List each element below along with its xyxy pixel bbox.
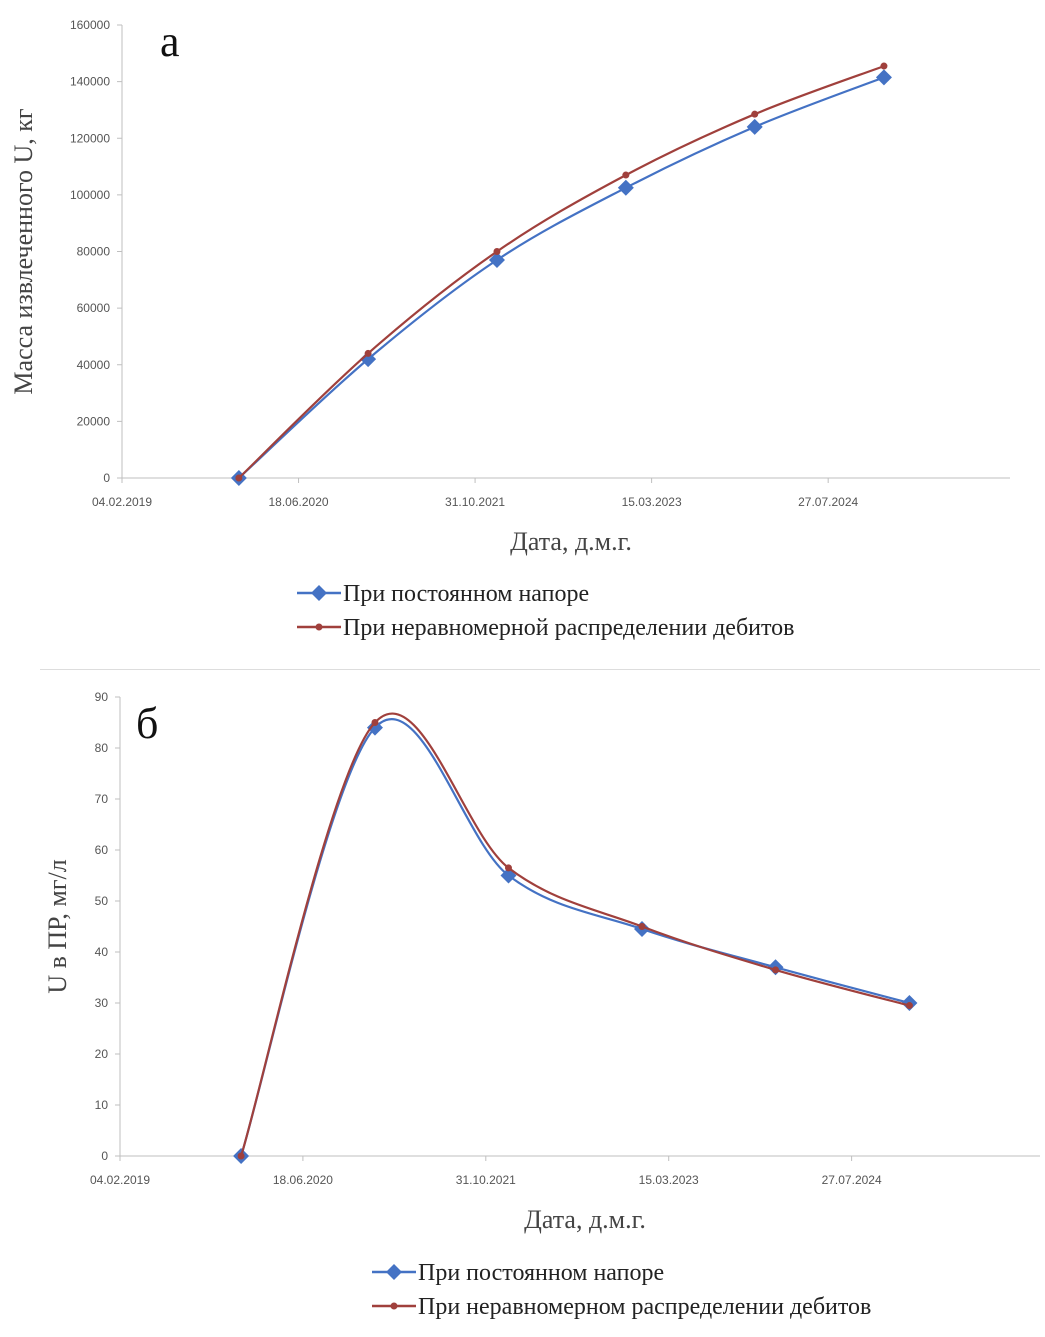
- y-tick-label: 60000: [77, 301, 111, 315]
- y-tick-label: 20: [95, 1047, 109, 1061]
- x-tick-label: 18.06.2020: [269, 495, 329, 509]
- legend-entry-1: При постоянном напоре: [418, 1260, 664, 1286]
- data-point-dot: [772, 966, 780, 974]
- legend-marker-diamond: [386, 1264, 402, 1280]
- y-tick-label: 140000: [70, 75, 110, 89]
- y-tick-label: 160000: [70, 18, 110, 32]
- y-tick-label: 10: [95, 1098, 109, 1112]
- data-point-dot: [364, 349, 372, 357]
- y-tick-label: 80: [95, 741, 109, 755]
- data-point-dot: [638, 923, 646, 930]
- y-axis-title: U в ПР, мг/л: [43, 859, 72, 993]
- y-tick-label: 120000: [70, 131, 110, 145]
- x-tick-label: 15.03.2023: [639, 1173, 699, 1187]
- data-point-dot: [504, 864, 512, 872]
- series-line-2: [238, 65, 885, 479]
- data-point-diamond: [366, 719, 383, 736]
- data-point-diamond: [500, 867, 517, 884]
- y-tick-label: 20000: [77, 414, 111, 428]
- x-axis-title: Дата, д.м.г.: [510, 527, 632, 556]
- y-tick-label: 70: [95, 792, 109, 806]
- x-tick-label: 27.07.2024: [822, 1173, 882, 1187]
- y-tick-label: 40: [95, 945, 109, 959]
- y-tick-label: 100000: [70, 188, 110, 202]
- data-point-dot: [905, 1002, 913, 1010]
- series-line-1: [238, 76, 885, 479]
- y-tick-label: 40000: [77, 358, 111, 372]
- x-tick-label: 31.10.2021: [445, 495, 505, 509]
- data-point-dot: [235, 474, 243, 482]
- chart-a-svg: 0 20000 40000 60000 80000 100000 120000 140000 1…: [9, 17, 1010, 641]
- series-line-2: [240, 712, 910, 1157]
- legend-marker-dot: [315, 623, 323, 631]
- legend-marker-diamond: [311, 585, 327, 601]
- x-tick-label: 27.07.2024: [798, 495, 858, 509]
- y-axis-title: Масса извлеченного U, кг: [9, 108, 38, 394]
- x-tick-label: 15.03.2023: [622, 495, 682, 509]
- legend-entry-2: При неравномерном распределении дебитов: [418, 1294, 871, 1320]
- panel-divider: [40, 669, 1040, 670]
- data-point-dot: [751, 110, 759, 118]
- y-tick-label: 50: [95, 894, 109, 908]
- x-tick-label: 31.10.2021: [456, 1173, 516, 1187]
- series-line-1: [240, 718, 910, 1157]
- data-point-diamond: [617, 179, 634, 196]
- x-tick-label: 04.02.2019: [90, 1173, 150, 1187]
- y-tick-label: 30: [95, 996, 109, 1010]
- y-tick-label: 0: [103, 471, 110, 485]
- data-point-dot: [622, 171, 630, 179]
- x-tick-label: 18.06.2020: [273, 1173, 333, 1187]
- y-tick-label: 80000: [77, 245, 111, 259]
- legend-entry-2: При неравномерной распределении дебитов: [343, 615, 795, 641]
- chart-b: 0 10 20 30 40 50 60 70 80 90 04.02.2019 18.06.2020 3…: [0, 672, 1045, 1337]
- legend-marker-dot: [390, 1302, 398, 1310]
- data-point-diamond: [488, 251, 505, 268]
- legend-entry-1: При постоянном напоре: [343, 581, 589, 607]
- data-point-diamond: [360, 351, 377, 368]
- y-tick-label: 60: [95, 843, 109, 857]
- panel-label: б: [136, 699, 158, 748]
- data-point-diamond: [875, 69, 892, 86]
- data-point-dot: [880, 62, 888, 70]
- chart-a: 0 20000 40000 60000 80000 100000 120000 140000 1…: [9, 17, 1010, 641]
- data-point-dot: [371, 719, 379, 726]
- x-axis-title: Дата, д.м.г.: [524, 1205, 646, 1234]
- panel-label: а: [160, 17, 180, 66]
- chart-b-svg: 0 10 20 30 40 50 60 70 80 90 04.02.2019 18.06.2020 3…: [43, 690, 1040, 1320]
- data-point-diamond: [746, 118, 763, 135]
- y-tick-label: 0: [101, 1149, 108, 1163]
- data-point-dot: [493, 248, 501, 255]
- y-tick-label: 90: [95, 690, 109, 704]
- data-point-dot: [237, 1152, 245, 1160]
- x-tick-label: 04.02.2019: [92, 495, 152, 509]
